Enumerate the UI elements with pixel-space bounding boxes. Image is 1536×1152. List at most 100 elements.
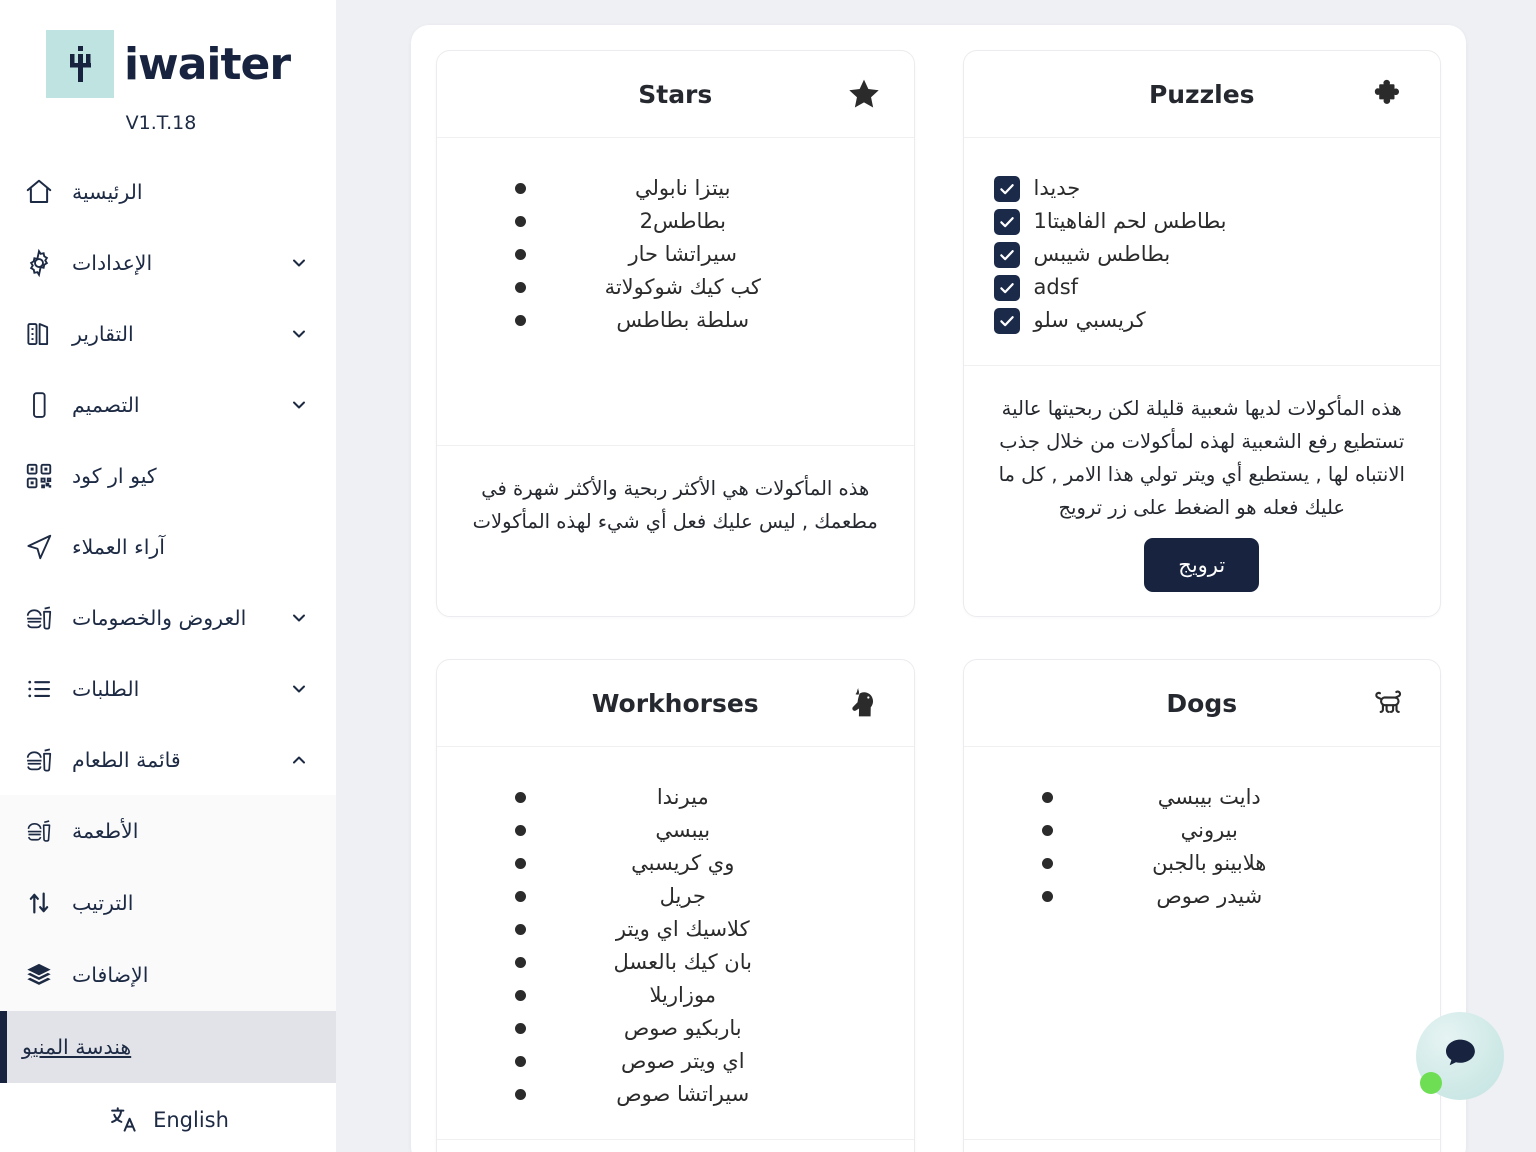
sidebar-item-design[interactable]: التصميم [0,369,336,440]
language-switcher[interactable]: English [0,1087,336,1152]
list-item[interactable]: بطاطس شيبس [993,238,1170,271]
sidebar-item-reports[interactable]: التقارير [0,298,336,369]
item-label: بيتزا نابولي [635,176,731,200]
promote-button[interactable]: ترويج [1144,538,1260,592]
sidebar-subitem-label: هندسة المنيو [22,1035,132,1059]
sidebar-item-orders[interactable]: الطلبات [0,653,336,724]
bullet-icon [515,891,527,902]
card-header: Stars [437,51,914,138]
sidebar-subitem-sorting[interactable]: الترتيب [0,867,336,939]
chat-widget-button[interactable] [1416,1012,1504,1100]
sidebar-item-settings[interactable]: الإعدادات [0,227,336,298]
reports-bars-icon [22,317,56,351]
card-item-list: دايت بيبسي بيروني هلابينو بالجبن [994,781,1411,913]
card-item-list: بيتزا نابولي بطاطس2 سيراتشا حار [467,172,884,337]
item-label: جديدا [1033,176,1081,200]
chevron-down-icon[interactable] [288,394,310,416]
bullet-icon [1041,858,1053,869]
item-label: دايت بيبسي [1157,785,1261,809]
gear-icon [22,246,56,280]
brand-logo[interactable]: iwaiter [0,0,336,98]
item-label: بطاطس لحم الفاهيتا1 [1033,209,1227,233]
checkbox-checked-icon[interactable] [993,175,1020,202]
checkbox-checked-icon[interactable] [993,307,1020,334]
checkbox-checked-icon[interactable] [993,208,1020,235]
card-item-list-wrap: جديدا بطاطس لحم الفاهيتا1 [963,138,1440,366]
meal-offers-icon [22,601,56,635]
item-label: بان كيك بالعسل [613,950,752,974]
list-item[interactable]: adsf [993,271,1078,304]
item-label: بيروني [1180,818,1238,842]
quadrant-grid: Puzzles جديدا بطاطس لحم الفاهيتا1 [436,50,1441,1152]
sidebar-item-label: الإعدادات [72,250,153,275]
meal-menu-icon [22,743,56,777]
item-label: كب كيك شوكولاتة [604,275,761,299]
sidebar-subitem-foods[interactable]: الأطعمة [0,795,336,867]
list-item: اي ويتر صوص [515,1045,835,1078]
sidebar-item-label: العروض والخصومات [72,605,247,630]
card-header: Puzzles [963,51,1440,138]
sidebar-item-label: قائمة الطعام [72,747,181,772]
bullet-icon [515,183,527,194]
card-item-list-wrap: دايت بيبسي بيروني هلابينو بالجبن [963,747,1440,1140]
card-item-list-wrap: بيتزا نابولي بطاطس2 سيراتشا حار [437,138,914,446]
bullet-icon [515,792,527,803]
sidebar-item-label: التقارير [72,321,134,346]
app-version: V1.T.18 [125,112,197,134]
layers-addons-icon [22,958,56,992]
sidebar-item-label: آراء العملاء [72,534,166,559]
card-footer [437,1140,914,1152]
chevron-up-icon[interactable] [288,749,310,771]
sidebar-item-label: الرئيسية [72,179,143,204]
sidebar-item-home[interactable]: الرئيسية [0,156,336,227]
list-item: ميرندا [515,781,835,814]
list-item: بان كيك بالعسل [515,946,835,979]
card-title: Puzzles [1148,79,1255,109]
menu-engineering-panel: Puzzles جديدا بطاطس لحم الفاهيتا1 [411,25,1466,1152]
list-item[interactable]: بطاطس لحم الفاهيتا1 [993,205,1227,238]
sidebar-subitem-label: الأطعمة [72,819,139,843]
bullet-icon [1041,891,1053,902]
card-item-list: ميرندا بيبسي وي كريسبي [467,781,884,1111]
bullet-icon [515,990,527,1001]
sidebar-item-customer-feedback[interactable]: آراء العملاء [0,511,336,582]
checkbox-checked-icon[interactable] [993,241,1020,268]
list-item[interactable]: جديدا [993,172,1081,205]
chevron-down-icon[interactable] [288,323,310,345]
list-item: سيراتشا حار [515,238,835,271]
status-online-dot [1420,1072,1442,1094]
balloon-dog-icon [1370,683,1410,723]
sidebar-item-label: الطلبات [72,676,140,701]
bullet-icon [515,825,527,836]
list-item: سيراتشا صوص [515,1078,835,1111]
item-label: جريل [659,884,706,908]
item-label: وي كريسبي [631,851,735,875]
sidebar-item-offers-discounts[interactable]: العروض والخصومات [0,582,336,653]
sidebar-item-qrcode[interactable]: كيو ار كود [0,440,336,511]
sidebar-item-food-menu[interactable]: قائمة الطعام [0,724,336,795]
horse-head-icon [844,683,884,723]
list-item[interactable]: كريسبي سلو [993,304,1146,337]
list-item: سلطة بطاطس [515,304,835,337]
card-item-list: جديدا بطاطس لحم الفاهيتا1 [993,172,1411,337]
puzzle-piece-icon [1370,74,1410,114]
checkbox-checked-icon[interactable] [993,274,1020,301]
chevron-down-icon[interactable] [288,678,310,700]
item-label: سلطة بطاطس [616,308,750,332]
sidebar-subitem-menu-engineering[interactable]: هندسة المنيو [0,1011,336,1083]
chevron-down-icon[interactable] [288,252,310,274]
sidebar-subitem-label: الترتيب [72,891,134,915]
list-item: بيتزا نابولي [515,172,835,205]
bullet-icon [515,1056,527,1067]
chevron-down-icon[interactable] [288,607,310,629]
list-item: كب كيك شوكولاتة [515,271,835,304]
sidebar-subitem-addons[interactable]: الإضافات [0,939,336,1011]
item-label: بطاطس2 [639,209,726,233]
card-description: هذه المأكولات هي الأكثر ربحية والأكثر شه… [472,477,878,533]
send-feedback-icon [22,530,56,564]
list-item: باربكيو صوص [515,1012,835,1045]
item-label: كلاسيك اي ويتر [615,917,750,941]
item-label: موزاريلا [649,983,717,1007]
sidebar-item-label: كيو ار كود [72,463,157,488]
sidebar: iwaiter V1.T.18 الرئيسية [0,0,336,1152]
